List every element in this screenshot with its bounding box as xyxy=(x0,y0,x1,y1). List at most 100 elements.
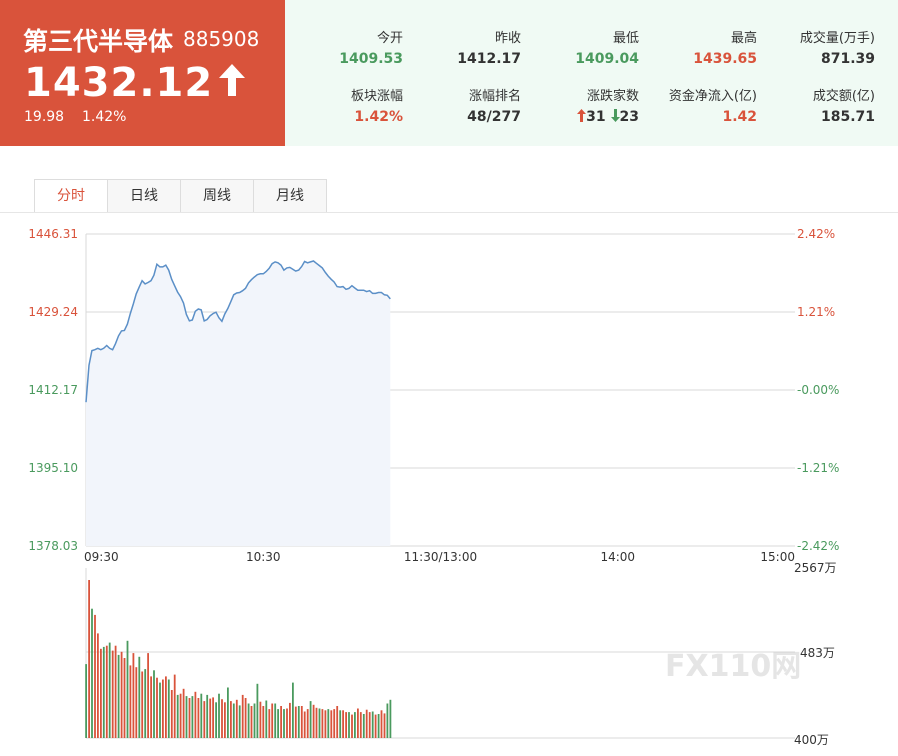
volume-bar xyxy=(206,694,209,738)
volume-bar xyxy=(283,709,285,738)
volume-bar xyxy=(188,698,191,738)
volume-bar xyxy=(100,648,102,738)
volume-bar xyxy=(150,676,152,738)
percent-tick-label: -0.00% xyxy=(797,383,839,397)
stat-label-low: 最低 xyxy=(612,31,639,46)
tab-weekly[interactable]: 周线 xyxy=(181,180,254,213)
volume-bar xyxy=(238,705,241,738)
volume-bar xyxy=(114,645,117,738)
volume-bar xyxy=(97,633,99,738)
volume-bar xyxy=(286,708,288,738)
chart-period-tabs: 分时 日线 周线 月线 xyxy=(34,179,327,213)
stat-value-rank: 48/277 xyxy=(467,109,521,125)
volume-bar xyxy=(368,712,371,738)
volume-bar xyxy=(336,706,339,738)
volume-bar xyxy=(105,645,108,738)
volume-bar xyxy=(256,683,259,738)
index-code: 885908 xyxy=(183,27,260,51)
volume-bar xyxy=(197,698,200,738)
volume-bar xyxy=(85,664,87,738)
stat-value-advance-decline: 31 23 xyxy=(529,109,639,125)
tab-divider xyxy=(0,212,898,213)
volume-bar xyxy=(280,706,282,738)
down-arrow-icon xyxy=(610,109,620,122)
volume-bar xyxy=(362,714,365,738)
volume-bar xyxy=(345,712,347,738)
tab-intraday[interactable]: 分时 xyxy=(35,180,108,213)
volume-bar xyxy=(179,693,182,738)
price-change: 19.98 xyxy=(24,109,65,125)
stat-value-high: 1439.65 xyxy=(693,51,757,67)
volume-bar xyxy=(212,697,214,738)
stat-value-low: 1409.04 xyxy=(575,51,639,67)
volume-bar xyxy=(351,714,353,738)
time-tick-label: 11:30/13:00 xyxy=(404,550,477,564)
volume-bar xyxy=(144,669,147,738)
volume-bar xyxy=(321,709,324,738)
volume-bar xyxy=(162,679,164,738)
volume-bar xyxy=(147,653,149,738)
up-arrow-icon xyxy=(577,109,587,122)
volume-bar xyxy=(117,654,120,738)
volume-bar xyxy=(253,703,256,738)
volume-bar xyxy=(354,712,356,738)
stats-panel: 今开 1409.53 昨收 1412.17 最低 1409.04 最高 1439… xyxy=(285,0,898,146)
percent-tick-label: -1.21% xyxy=(797,461,839,475)
stat-value-volume: 871.39 xyxy=(820,51,875,67)
volume-bar xyxy=(262,706,265,738)
tab-monthly[interactable]: 月线 xyxy=(254,180,326,213)
price-tick-label: 1412.17 xyxy=(28,383,78,397)
stat-label-rank: 涨幅排名 xyxy=(468,89,521,104)
volume-bar xyxy=(203,701,206,738)
volume-bar xyxy=(250,706,253,738)
stat-label-prev-close: 昨收 xyxy=(494,31,521,46)
percent-tick-label: -2.42% xyxy=(797,539,839,553)
volume-bar xyxy=(327,709,330,738)
price-area-fill xyxy=(86,261,391,546)
volume-bar xyxy=(330,710,333,738)
price-tick-label: 1429.24 xyxy=(28,305,78,319)
volume-bar xyxy=(359,712,362,738)
volume-bar xyxy=(312,704,315,738)
volume-bar xyxy=(194,691,197,738)
volume-bar xyxy=(386,703,389,738)
volume-bar xyxy=(271,703,274,738)
tab-daily[interactable]: 日线 xyxy=(108,180,181,213)
stat-value-open: 1409.53 xyxy=(339,51,403,67)
stat-label-advance-decline: 涨跌家数 xyxy=(586,89,639,104)
volume-bar xyxy=(318,708,321,738)
volume-bar xyxy=(235,699,238,738)
volume-bar xyxy=(244,698,247,738)
volume-bar xyxy=(132,653,135,738)
current-price: 1432.12 xyxy=(24,60,214,106)
time-tick-label: 10:30 xyxy=(246,550,281,564)
decline-count: 23 xyxy=(619,109,639,125)
volume-bar xyxy=(277,709,279,738)
index-name: 第三代半导体 xyxy=(23,27,174,56)
volume-bar xyxy=(374,714,377,738)
volume-bar xyxy=(123,658,126,738)
volume-bar xyxy=(324,710,327,738)
volume-bar xyxy=(377,714,380,738)
time-tick-label: 15:00 xyxy=(760,550,795,564)
volume-bar xyxy=(120,651,123,738)
price-change-percent: 1.42% xyxy=(82,109,127,125)
price-line xyxy=(85,260,391,403)
volume-bar xyxy=(292,682,294,738)
volume-bar xyxy=(339,710,342,738)
volume-bar xyxy=(342,710,344,738)
volume-bar xyxy=(265,700,268,738)
volume-bar xyxy=(135,667,138,738)
volume-tick-label: 483万 xyxy=(800,646,835,660)
volume-bar xyxy=(218,693,220,738)
stat-label-turnover: 成交额(亿) xyxy=(812,89,875,104)
volume-bar xyxy=(141,671,144,738)
volume-bar xyxy=(303,711,306,738)
volume-bar xyxy=(129,665,132,738)
volume-bar xyxy=(215,702,217,738)
stat-label-open: 今开 xyxy=(376,31,403,46)
stat-label-net-inflow: 资金净流入(亿) xyxy=(668,89,757,104)
volume-tick-label: 400万 xyxy=(794,733,829,747)
volume-bar xyxy=(357,708,359,738)
stat-label-high: 最高 xyxy=(730,31,757,46)
